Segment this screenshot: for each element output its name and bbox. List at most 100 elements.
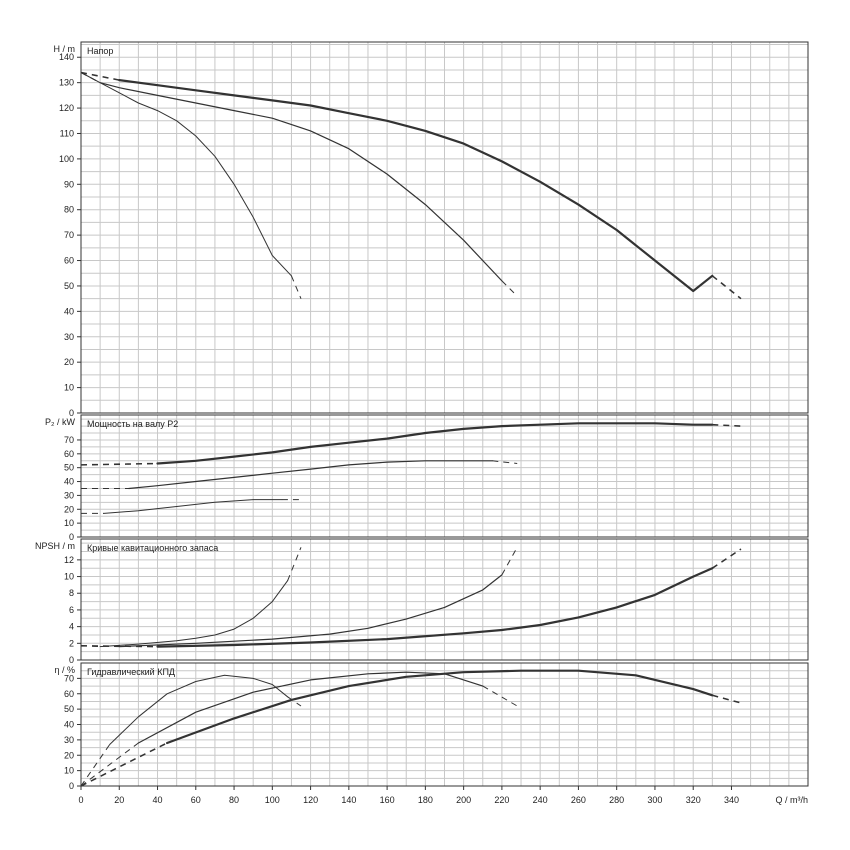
x-tick-label: 300 <box>647 795 662 805</box>
curve-eff-1-dashed-start <box>80 744 111 787</box>
curve-head-1-dashed-end <box>290 275 302 299</box>
x-tick-label: 160 <box>380 795 395 805</box>
y-tick-label: 20 <box>64 750 74 760</box>
y-tick-label: 90 <box>64 179 74 189</box>
curve-power-3 <box>156 422 714 465</box>
curve-power-3-dashed-start <box>80 462 158 466</box>
curve-head-2-dashed-start <box>80 72 101 84</box>
y-tick-label: 0 <box>69 532 74 542</box>
curve-head-2-dashed-end <box>501 280 518 297</box>
y-tick-label: 10 <box>64 766 74 776</box>
panel-title: Напор <box>87 46 113 56</box>
panel-power: 0 10 20 30 40 50 60 70 P₂ / kW Мощность на валу P… <box>45 414 809 542</box>
curve-power-2 <box>128 460 493 490</box>
y-tick-label: 0 <box>69 408 74 418</box>
y-tick-label: 0 <box>69 655 74 665</box>
x-tick-label: 220 <box>494 795 509 805</box>
curve-npsh-3-dashed-end <box>711 548 742 569</box>
y-tick-label: 20 <box>64 357 74 367</box>
y-tick-label: 30 <box>64 332 74 342</box>
y-axis-label: NPSH / m <box>35 541 75 551</box>
x-tick-label: 60 <box>191 795 201 805</box>
curve-npsh-3 <box>156 567 714 648</box>
curve-eff-2-dashed-end <box>482 685 518 707</box>
curve-head-2 <box>99 82 503 282</box>
x-tick-label: 100 <box>265 795 280 805</box>
curve-npsh-2-dashed-end <box>501 547 518 576</box>
curve-power-1 <box>103 499 283 514</box>
y-axis-label: H / m <box>54 44 76 54</box>
y-tick-label: 6 <box>69 605 74 615</box>
y-tick-label: 100 <box>59 154 74 164</box>
x-tick-label: 320 <box>686 795 701 805</box>
y-tick-label: 80 <box>64 205 74 215</box>
y-tick-label: 50 <box>64 704 74 714</box>
x-tick-label: 40 <box>153 795 163 805</box>
x-tick-label: 0 <box>78 795 83 805</box>
y-tick-label: 70 <box>64 673 74 683</box>
curve-head-3-dashed-end <box>711 275 742 300</box>
x-tick-label: 20 <box>114 795 124 805</box>
curve-power-2-dashed-end <box>492 460 518 464</box>
x-tick-label: 340 <box>724 795 739 805</box>
y-tick-label: 10 <box>64 383 74 393</box>
x-tick-label: 200 <box>456 795 471 805</box>
y-tick-label: 50 <box>64 463 74 473</box>
curve-eff-2-dashed-start <box>80 742 139 787</box>
panel-frame <box>80 41 809 414</box>
curve-eff-3-dashed-start <box>80 742 168 787</box>
y-tick-label: 50 <box>64 281 74 291</box>
x-tick-label: 140 <box>341 795 356 805</box>
x-tick-label: 180 <box>418 795 433 805</box>
y-tick-label: 30 <box>64 490 74 500</box>
y-tick-label: 130 <box>59 78 74 88</box>
y-tick-label: 0 <box>69 781 74 791</box>
curve-power-3-dashed-end <box>712 423 742 427</box>
y-tick-label: 30 <box>64 735 74 745</box>
y-axis-label: η / % <box>54 665 75 675</box>
y-tick-label: 110 <box>60 128 74 138</box>
curve-eff-1-dashed-end <box>287 696 302 707</box>
curve-npsh-3-dashed-start <box>80 645 158 648</box>
y-tick-label: 70 <box>64 435 74 445</box>
y-tick-label: 70 <box>64 230 74 240</box>
y-tick-label: 10 <box>64 518 74 528</box>
panel-title: Мощность на валу P2 <box>87 419 178 429</box>
x-axis: 0 20 40 60 80 100 120 140 160 180 200 220 240 260 280 3… <box>78 786 808 805</box>
y-tick-label: 8 <box>69 588 74 598</box>
y-axis-label: P₂ / kW <box>45 417 75 427</box>
y-tick-label: 2 <box>69 638 74 648</box>
y-tick-label: 40 <box>64 306 74 316</box>
x-tick-label: 240 <box>533 795 548 805</box>
curve-eff-3 <box>166 669 714 745</box>
x-tick-label: 260 <box>571 795 586 805</box>
y-tick-label: 60 <box>64 256 74 266</box>
y-tick-label: 20 <box>64 504 74 514</box>
curve-head-1 <box>80 72 292 277</box>
x-tick-label: 80 <box>229 795 239 805</box>
panel-title: Гидравлический КПД <box>87 667 175 677</box>
panel-eff: 0 10 20 30 40 50 60 70η / % Гидравлический КПД <box>54 662 809 791</box>
panel-title: Кривые кавитационного запаса <box>87 543 218 553</box>
x-tick-label: 120 <box>303 795 318 805</box>
y-tick-label: 140 <box>59 52 74 62</box>
curve-npsh-1 <box>99 580 289 648</box>
panel-npsh: 0 2 4 6 8 10 12 NPSH / m Кривые кавитационного з… <box>35 538 809 665</box>
y-tick-label: 10 <box>64 572 74 582</box>
y-tick-label: 60 <box>64 449 74 459</box>
y-tick-label: 40 <box>64 477 74 487</box>
y-tick-label: 40 <box>64 720 74 730</box>
panel-frame <box>80 414 809 538</box>
y-tick-label: 120 <box>59 103 74 113</box>
curve-head-3 <box>118 78 714 293</box>
y-tick-label: 4 <box>69 622 74 632</box>
y-tick-label: 12 <box>64 555 74 565</box>
curve-npsh-2 <box>118 574 503 648</box>
x-axis-label: Q / m³/h <box>775 795 808 805</box>
panel-frame <box>80 538 809 661</box>
curve-eff-1 <box>109 674 289 745</box>
curve-eff-3-dashed-end <box>712 694 742 704</box>
y-tick-label: 60 <box>64 689 74 699</box>
